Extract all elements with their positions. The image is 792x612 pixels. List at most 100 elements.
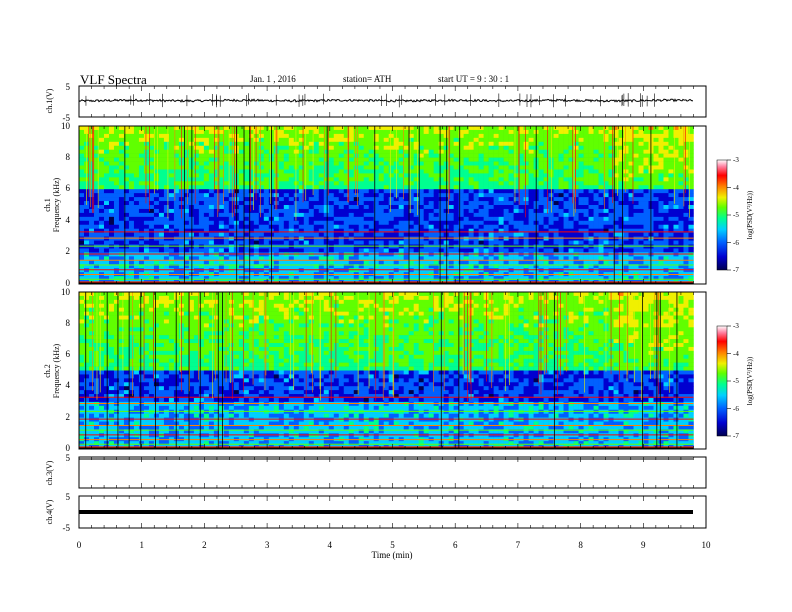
spectrogram-cell (198, 141, 205, 147)
spectrogram-cell (208, 205, 215, 210)
spectrogram-cell (298, 232, 305, 237)
spectrogram-cell (113, 216, 120, 222)
spectrogram-cell (473, 256, 479, 261)
spectrogram-cell (393, 201, 400, 206)
spectrogram-cell (568, 137, 574, 143)
spectrogram-cell (363, 185, 370, 190)
spectrogram-cell (168, 185, 175, 190)
spectrogram-cell (668, 153, 674, 158)
spectrogram-cell (103, 145, 110, 150)
spectrogram-cell (208, 240, 215, 245)
spectrogram-cell (478, 137, 484, 143)
spectrogram-cell (313, 264, 320, 269)
spectrogram-cell (308, 216, 315, 222)
spectrogram-cell (318, 169, 325, 174)
spectrogram-cell (403, 161, 410, 166)
spectrogram-cell (513, 161, 519, 166)
spectrogram-cell (428, 169, 434, 174)
spectrogram-cell (678, 208, 684, 214)
spectrogram-cell (133, 212, 140, 218)
spectrogram-cell (288, 173, 295, 178)
spectrogram-cell (653, 181, 659, 186)
spectrogram-cell (253, 169, 260, 174)
spectrogram-cell (403, 189, 410, 194)
spectrogram-cell (328, 268, 335, 273)
spectrogram-cell (553, 240, 559, 245)
spectrogram-cell (433, 201, 439, 206)
spectrogram-cell (278, 256, 285, 261)
spectrogram-cell (203, 201, 210, 206)
spectrogram-cell (203, 248, 210, 253)
spectrogram-cell (178, 264, 185, 269)
spectrogram-cell (608, 208, 614, 214)
spectrogram-cell (473, 126, 479, 131)
spectrogram-cell (483, 185, 489, 190)
spectrogram-cell (158, 149, 165, 154)
spectrogram-cell (678, 173, 684, 178)
spectrogram-cell (473, 141, 479, 147)
spectrogram-cell (383, 141, 390, 147)
spectrogram-cell (193, 193, 200, 198)
spectrogram-cell (223, 276, 230, 281)
spectrogram-cell (218, 145, 225, 150)
spectrogram-cell (478, 157, 484, 162)
spectrogram-cell (198, 232, 205, 237)
spectrogram-cell (263, 268, 270, 273)
spectrogram-cell (108, 260, 115, 265)
spectrogram-cell (433, 145, 439, 150)
spectrogram-cell (388, 141, 395, 147)
spectrogram-cell (593, 197, 599, 202)
spectrogram-cell (513, 264, 519, 269)
spectrogram-cell (283, 264, 290, 269)
spectrogram-cell (108, 165, 115, 170)
spectrogram-cell (398, 157, 405, 162)
spectrogram-cell (678, 181, 684, 186)
spectrogram-cell (93, 232, 100, 237)
spectrogram-cell (333, 126, 340, 131)
spectrogram-cell (298, 165, 305, 170)
spectrogram-cell (323, 236, 330, 241)
spectrogram-cell (498, 197, 504, 202)
spectrogram-cell (333, 232, 340, 237)
spectrogram-cell (433, 149, 439, 154)
spectrogram-cell (523, 228, 529, 233)
spectrogram-cell (568, 169, 574, 174)
spectrogram-cell (428, 228, 434, 233)
spectrogram-cell (548, 228, 554, 233)
spectrogram-cell (198, 169, 205, 174)
spectrogram-cell (653, 165, 659, 170)
spectrogram-cell (93, 216, 100, 222)
spectrogram-cell (593, 189, 599, 194)
spectrogram-cell (553, 169, 559, 174)
spectrogram-cell (668, 197, 674, 202)
spectrogram-cell (678, 268, 684, 273)
spectrogram-cell (388, 212, 395, 218)
spectrogram-cell (158, 248, 165, 253)
spectrogram-cell (113, 264, 120, 269)
spectrogram-cell (93, 185, 100, 190)
spectrogram-cell (453, 205, 459, 210)
spectrogram-cell (573, 137, 579, 143)
spectrogram-cell (133, 276, 140, 281)
spectrogram-cell (603, 173, 609, 178)
spectrogram-cell (358, 248, 365, 253)
spectrogram-cell (198, 256, 205, 261)
spectrogram-cell (333, 240, 340, 245)
spectrogram-cell (168, 252, 175, 257)
spectrogram-cell (673, 216, 679, 222)
spectrogram-cell (323, 133, 330, 139)
spectrogram-cell (383, 240, 390, 245)
spectrogram-cell (318, 126, 325, 131)
spectrogram-cell (468, 157, 474, 162)
spectrogram-cell (193, 236, 200, 241)
spectrogram-cell (398, 197, 405, 202)
spectrogram-cell (148, 268, 155, 273)
spectrogram-cell (303, 157, 310, 162)
spectrogram-cell (333, 244, 340, 249)
spectrogram-cell (528, 224, 534, 229)
spectrogram-cell (298, 133, 305, 139)
spectrogram-cell (153, 161, 160, 166)
spectrogram-cell (348, 201, 355, 206)
spectrogram-cell (328, 149, 335, 154)
spectrogram-cell (213, 244, 220, 249)
